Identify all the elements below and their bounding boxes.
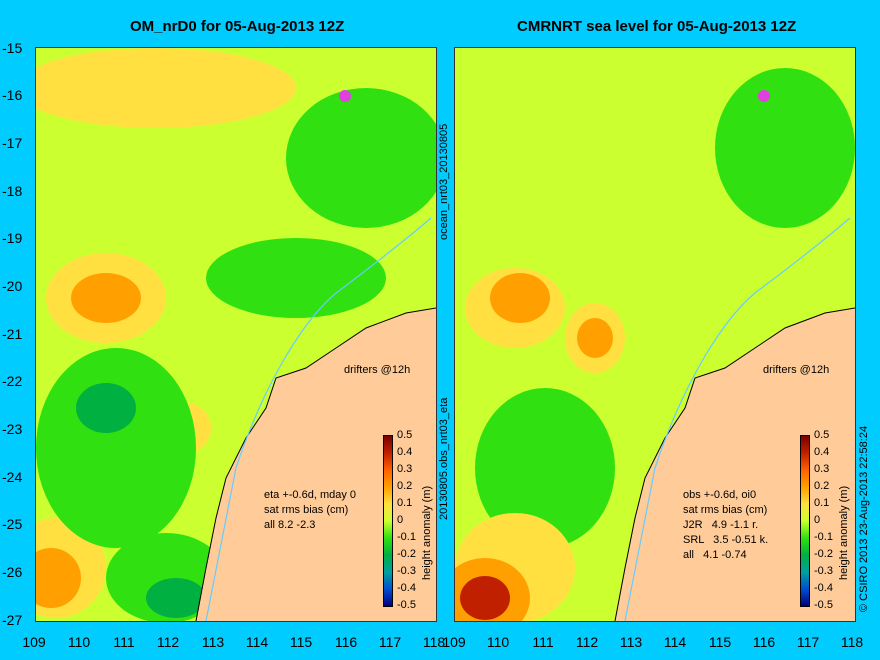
anomaly-low-region [206, 238, 386, 318]
colorbar-tick: 0.3 [397, 463, 413, 475]
lat-tick: -25 [2, 516, 23, 532]
colorbar-tick: 0 [397, 514, 404, 526]
lon-tick: 113 [201, 634, 225, 650]
lon-tick: 111 [532, 634, 554, 650]
colorbar-tick: 0.1 [814, 497, 830, 509]
lon-tick: 111 [113, 634, 135, 650]
lat-tick: -26 [2, 564, 23, 580]
lat-tick: -19 [2, 230, 23, 246]
lon-tick: 114 [245, 634, 269, 650]
anomaly-high-region [36, 48, 296, 128]
lat-tick: -15 [2, 40, 23, 56]
credit: © CSIRO 2013 23-Aug-2013 22:58:24 [858, 425, 870, 612]
right-colorbar: 0.5 0.4 0.3 0.2 0.1 0 -0.1 -0.2 -0.3 -0.4 -0.5 heig… [800, 429, 850, 611]
lat-tick: -17 [2, 135, 23, 151]
lon-tick: 117 [378, 634, 402, 650]
colorbar-tick: 0.5 [397, 429, 413, 441]
left-annotation: eta +-0.6d, mday 0 sat rms bias (cm) all… [264, 489, 357, 531]
lon-tick: 110 [67, 634, 91, 650]
left-map-canvas [36, 48, 436, 621]
lon-tick: 116 [752, 634, 776, 650]
colorbar-tick: -0.3 [397, 565, 416, 577]
colorbar-tick: 0.5 [814, 429, 830, 441]
anomaly-low-region [36, 348, 196, 548]
land-australia [615, 308, 855, 621]
colorbar-gradient [383, 435, 393, 607]
right-map-title: CMRNRT sea level for 05-Aug-2013 12Z [517, 18, 797, 35]
lon-tick: 113 [619, 634, 643, 650]
lat-tick: -23 [2, 421, 23, 437]
lon-tick: 110 [486, 634, 510, 650]
colorbar-label: height anomaly (m) [421, 485, 433, 580]
right-map[interactable]: drifters @12h obs +-0.6d, oi0 sat rms bi… [454, 47, 856, 622]
lat-tick: -16 [2, 87, 23, 103]
left-colorbar: 0.5 0.4 0.3 0.2 0.1 0 -0.1 -0.2 -0.3 -0.4 -0.5 heig… [383, 429, 433, 611]
lat-tick: -24 [2, 469, 23, 485]
anomaly-low-region [146, 578, 206, 618]
land-australia [196, 308, 436, 621]
anomaly-high-region [71, 273, 141, 323]
lat-tick: -22 [2, 373, 23, 389]
lat-tick: -20 [2, 278, 23, 294]
colorbar-tick: -0.3 [814, 565, 833, 577]
colorbar-tick: 0.2 [397, 480, 413, 492]
lon-tick: 118 [840, 634, 864, 650]
drifters-label: drifters @12h [763, 364, 830, 376]
drifter-cluster [758, 90, 770, 102]
colorbar-tick: -0.2 [397, 548, 416, 560]
anomaly-low-region [475, 388, 615, 548]
colorbar-tick: -0.4 [814, 582, 833, 594]
lon-tick: 116 [334, 634, 358, 650]
drifters-label: drifters @12h [344, 364, 411, 376]
anomaly-high-region [577, 318, 613, 358]
colorbar-tick: 0.3 [814, 463, 830, 475]
lat-tick: -27 [2, 612, 23, 628]
left-map-title: OM_nrD0 for 05-Aug-2013 12Z [130, 18, 345, 35]
lon-tick: 118 [422, 634, 446, 650]
right-side-label: 20130805.obs_nrt03_eta [438, 397, 450, 520]
colorbar-tick: 0 [814, 514, 821, 526]
colorbar-tick: -0.1 [397, 531, 416, 543]
lon-tick: 109 [442, 634, 466, 650]
lon-tick: 109 [22, 634, 46, 650]
lon-tick: 112 [156, 634, 180, 650]
colorbar-tick: -0.2 [814, 548, 833, 560]
colorbar-gradient [800, 435, 810, 607]
lat-tick: -21 [2, 326, 23, 342]
shelf-contour [205, 217, 432, 621]
anomaly-low-region [76, 383, 136, 433]
colorbar-label: height anomaly (m) [838, 485, 850, 580]
colorbar-tick: 0.4 [814, 446, 830, 458]
colorbar-tick: 0.1 [397, 497, 413, 509]
colorbar-tick: 0.2 [814, 480, 830, 492]
left-side-label: ocean_nrt03_20130805 [438, 123, 450, 240]
left-map[interactable]: drifters @12h eta +-0.6d, mday 0 sat rms… [35, 47, 437, 622]
drifter-cluster [339, 90, 351, 102]
anomaly-high-region [490, 273, 550, 323]
lon-tick: 115 [289, 634, 313, 650]
right-map-canvas [455, 48, 855, 621]
lat-tick: -18 [2, 183, 23, 199]
anomaly-low-region [715, 68, 855, 228]
colorbar-tick: -0.4 [397, 582, 416, 594]
coastline [195, 307, 436, 621]
lon-tick: 115 [708, 634, 732, 650]
shelf-contour [624, 217, 851, 621]
lon-tick: 114 [663, 634, 687, 650]
right-annotation: obs +-0.6d, oi0 sat rms bias (cm) J2R 4.… [683, 489, 769, 561]
lon-tick: 112 [575, 634, 599, 650]
anomaly-low-region [286, 88, 436, 228]
colorbar-tick: -0.5 [814, 599, 833, 611]
coastline [614, 307, 855, 621]
lon-tick: 117 [796, 634, 820, 650]
colorbar-tick: -0.1 [814, 531, 833, 543]
colorbar-tick: 0.4 [397, 446, 413, 458]
anomaly-high-region [460, 576, 510, 620]
colorbar-tick: -0.5 [397, 599, 416, 611]
anomaly-high-region [36, 548, 81, 608]
